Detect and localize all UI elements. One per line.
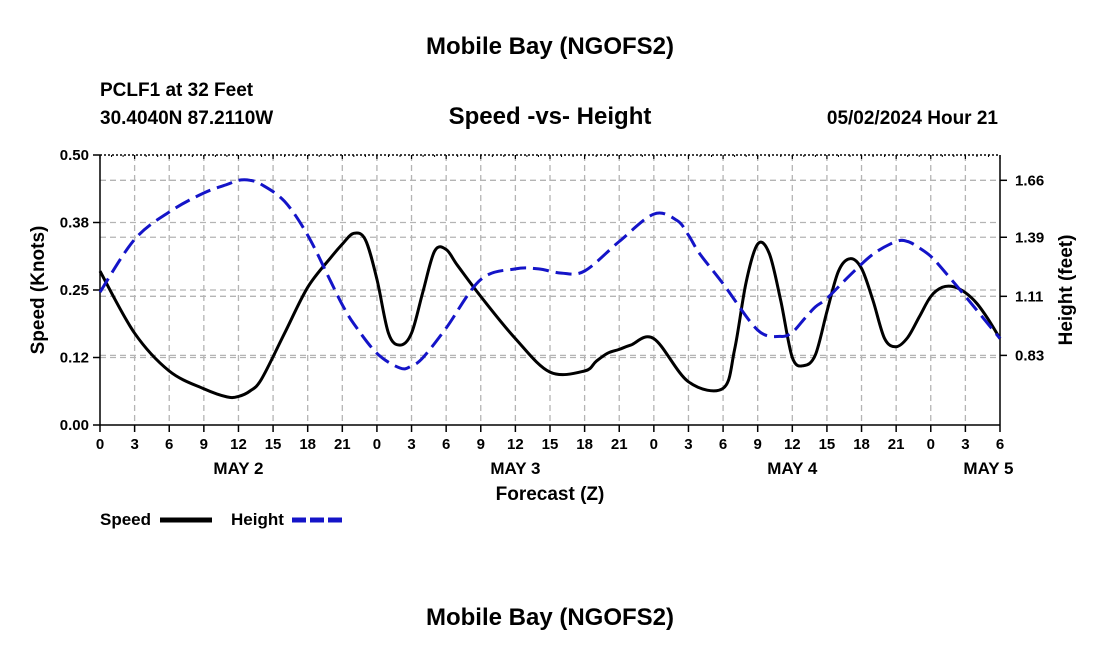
x-tick-label: 21 — [334, 436, 351, 453]
x-tick-label: 0 — [927, 436, 935, 453]
x-tick-label: 3 — [130, 436, 138, 453]
y-tick-label: 0.00 — [60, 417, 89, 434]
y-tick-label: 0.38 — [60, 215, 89, 232]
x-tick-label: 21 — [611, 436, 628, 453]
y-axis-title: Speed (Knots) — [28, 226, 49, 355]
x-tick-label: 18 — [576, 436, 593, 453]
x-tick-label: 3 — [684, 436, 692, 453]
x-tick-label: 15 — [542, 436, 559, 453]
date-label: MAY 3 — [490, 459, 540, 478]
y2-axis-title: Height (feet) — [1056, 235, 1077, 346]
grid-lines — [100, 155, 1000, 425]
x-tick-label: 6 — [165, 436, 173, 453]
x-tick-label: 21 — [888, 436, 905, 453]
footer-title: Mobile Bay (NGOFS2) — [426, 604, 674, 631]
x-tick-label: 9 — [754, 436, 762, 453]
legend-speed-label: Speed — [100, 510, 151, 529]
x-tick-label: 18 — [853, 436, 870, 453]
x-tick-label: 18 — [299, 436, 316, 453]
speed-series-line — [98, 231, 1002, 400]
y2-tick-label: 1.39 — [1015, 229, 1044, 246]
x-tick-label: 9 — [200, 436, 208, 453]
y2-tick-label: 1.11 — [1015, 288, 1043, 305]
y-tick-label: 0.25 — [60, 282, 89, 299]
x-tick-label: 12 — [507, 436, 524, 453]
x-tick-label: 6 — [719, 436, 727, 453]
chart-title: Mobile Bay (NGOFS2) — [426, 33, 674, 60]
date-label: MAY 2 — [213, 459, 263, 478]
x-tick-label: 0 — [96, 436, 104, 453]
y-tick-label: 0.50 — [60, 147, 89, 164]
x-tick-label: 6 — [442, 436, 450, 453]
x-tick-label: 0 — [650, 436, 658, 453]
x-tick-label: 3 — [407, 436, 415, 453]
coords-label: 30.4040N 87.2110W — [100, 108, 273, 129]
x-tick-label: 3 — [961, 436, 969, 453]
height-series-line — [98, 178, 1002, 371]
x-tick-label: 6 — [996, 436, 1004, 453]
x-tick-label: 12 — [784, 436, 801, 453]
plot-marks: 0 3 6 9 12 15 18 21 0 3 6 9 12 15 18 21 0 3 6 9 12 15 18 21 0 3 6 0… — [60, 147, 1044, 478]
x-tick-label: 12 — [230, 436, 247, 453]
y-tick-label: 0.12 — [60, 350, 89, 367]
timestamp-label: 05/02/2024 Hour 21 — [827, 108, 999, 129]
x-axis-title: Forecast (Z) — [496, 484, 605, 505]
y2-tick-label: 0.83 — [1015, 347, 1044, 364]
x-tick-label: 15 — [265, 436, 282, 453]
x-tick-label: 0 — [373, 436, 381, 453]
y2-tick-label: 1.66 — [1015, 172, 1044, 189]
legend-height-label: Height — [231, 510, 284, 529]
x-tick-label: 9 — [477, 436, 485, 453]
station-label: PCLF1 at 32 Feet — [100, 80, 254, 101]
date-label: MAY 5 — [963, 459, 1013, 478]
chart-subtitle: Speed -vs- Height — [449, 103, 652, 130]
x-tick-label: 15 — [819, 436, 836, 453]
date-label: MAY 4 — [767, 459, 818, 478]
